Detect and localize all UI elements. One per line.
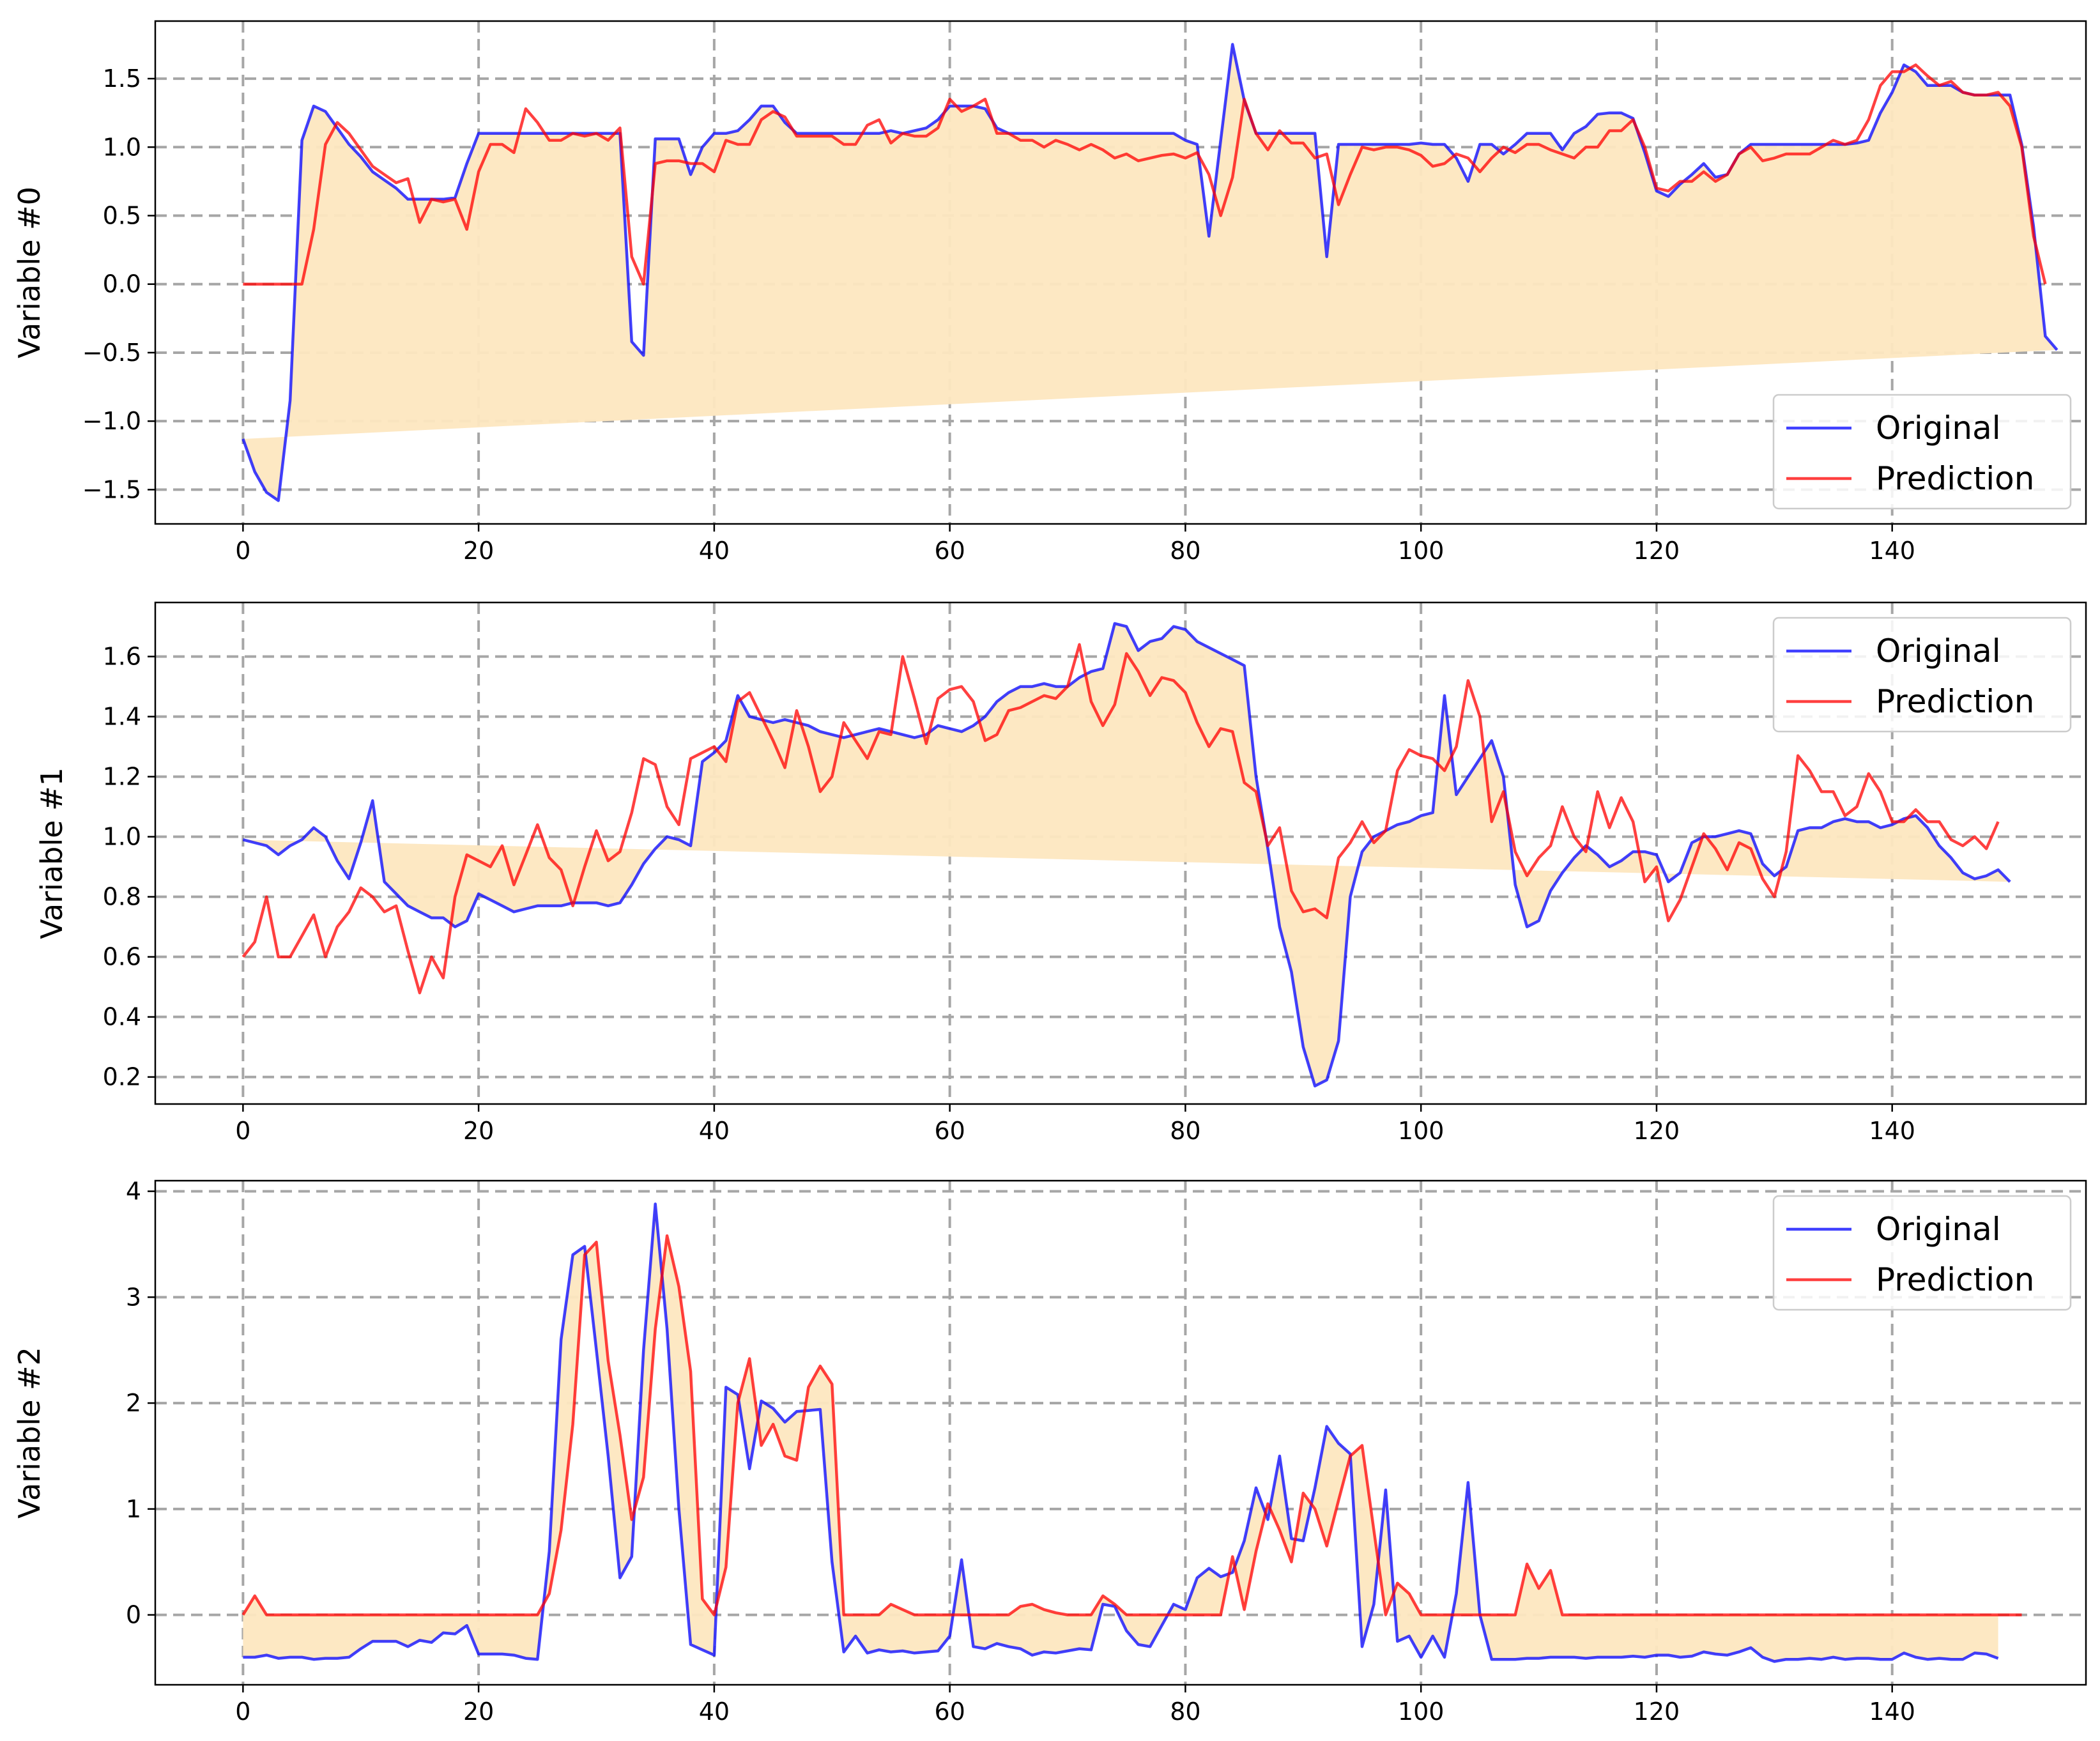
y-tick-label: −1.0 (82, 407, 141, 435)
y-tick-label: 1.2 (103, 763, 141, 791)
x-tick-label: 20 (463, 1117, 494, 1145)
fill-between-area (243, 44, 2057, 501)
fill-between-area (243, 623, 2011, 1086)
legend-label-original: Original (1876, 410, 2001, 447)
x-tick-label: 140 (1869, 537, 1915, 565)
series-line-prediction (241, 1234, 2022, 1616)
y-tick-label: 2 (126, 1389, 141, 1417)
x-tick-label: 0 (235, 1698, 250, 1726)
plot-area (155, 1181, 2086, 1685)
x-tick-label: 140 (1869, 1698, 1915, 1726)
y-tick-label: 1 (126, 1495, 141, 1523)
series-line-prediction (241, 643, 2000, 995)
legend-box (1772, 394, 2072, 510)
x-tick-label: 80 (1170, 537, 1200, 565)
x-tick-label: 40 (699, 537, 730, 565)
x-tick-label: 100 (1398, 537, 1445, 565)
legend-label-prediction: Prediction (1876, 1261, 2034, 1298)
subplot-1: 0 20 40 60 80 100 120 140 0.2 0.4 0.6 0.8 1.0 1.2 1.4 1… (34, 601, 2087, 1145)
y-tick-label: 1.6 (103, 643, 141, 671)
y-tick-label: 0.5 (103, 202, 141, 230)
x-tick-label: 40 (699, 1117, 730, 1145)
legend: Original Prediction (1772, 394, 2072, 510)
y-tick-label: 3 (126, 1283, 141, 1311)
y-tick-label: 0 (126, 1601, 141, 1629)
x-tick-label: 60 (934, 1117, 965, 1145)
y-tick-label: 1.4 (103, 703, 141, 731)
axes-frame (154, 20, 2087, 525)
legend-label-original: Original (1876, 633, 2001, 670)
x-tick-label: 20 (463, 537, 494, 565)
legend: Original Prediction (1772, 1195, 2072, 1311)
y-axis-label: Variable #0 (12, 187, 47, 358)
legend-box (1772, 1195, 2072, 1311)
x-tick-label: 120 (1634, 537, 1680, 565)
legend-label-prediction: Prediction (1876, 683, 2034, 720)
x-tick-label: 100 (1398, 1698, 1445, 1726)
x-tick-label: 80 (1170, 1698, 1200, 1726)
y-tick-label: 0.0 (103, 270, 141, 298)
axes-frame (154, 601, 2087, 1105)
x-tick-label: 140 (1869, 1117, 1915, 1145)
legend-label-original: Original (1876, 1211, 2001, 1248)
series-line-prediction (243, 63, 2047, 286)
y-tick-label: 1.5 (103, 65, 141, 93)
y-axis-label: Variable #2 (12, 1347, 47, 1519)
y-tick-label: 1.0 (103, 133, 141, 161)
x-tick-label: 60 (934, 537, 965, 565)
legend: Original Prediction (1772, 617, 2072, 733)
x-tick-label: 120 (1634, 1117, 1680, 1145)
x-tick-label: 60 (934, 1698, 965, 1726)
y-tick-label: 0.4 (103, 1003, 141, 1031)
y-tick-label: −0.5 (82, 339, 141, 367)
subplot-2: 0 20 40 60 80 100 120 140 0 1 2 3 4 Variable #2 Origin… (12, 1177, 2087, 1726)
x-tick-label: 120 (1634, 1698, 1680, 1726)
legend-box (1772, 617, 2072, 733)
y-tick-label: 0.6 (103, 943, 141, 971)
y-tick-label: 0.8 (103, 883, 141, 911)
y-tick-label: 4 (126, 1177, 141, 1206)
series-line-original (242, 622, 2011, 1088)
x-tick-label: 0 (235, 1117, 250, 1145)
fill-between-area (243, 1204, 1998, 1662)
y-tick-label: −1.5 (82, 475, 141, 503)
subplot-0: 0 20 40 60 80 100 120 140 −1.5 −1.0 −0.5 0.0 0.5 1.0 1… (12, 20, 2087, 565)
series-line-original (243, 1202, 1999, 1663)
y-tick-label: 1.0 (103, 823, 141, 851)
x-tick-label: 0 (235, 537, 250, 565)
x-tick-label: 20 (463, 1698, 494, 1726)
axes-frame (154, 1179, 2087, 1686)
y-tick-label: 0.2 (103, 1063, 141, 1091)
y-axis-label: Variable #1 (34, 767, 69, 939)
x-tick-label: 40 (699, 1698, 730, 1726)
x-tick-label: 80 (1170, 1117, 1200, 1145)
x-tick-label: 100 (1398, 1117, 1445, 1145)
legend-label-prediction: Prediction (1876, 460, 2034, 497)
grid (155, 1181, 2086, 1685)
